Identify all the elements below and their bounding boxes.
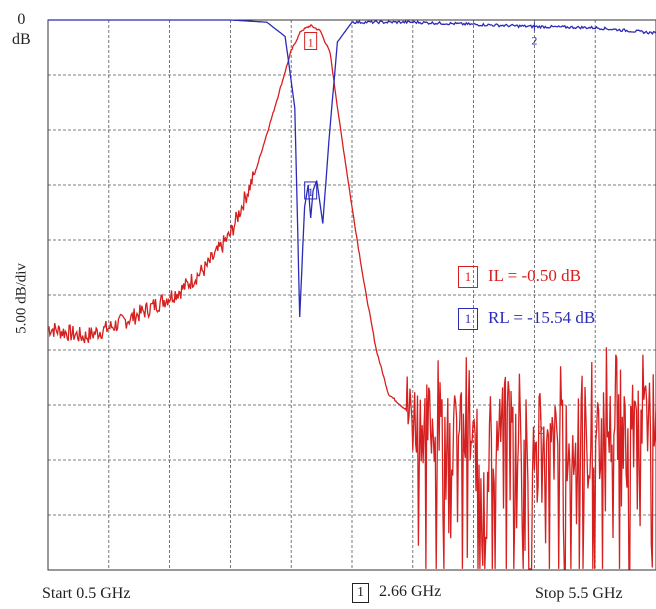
y-reference-unit: dB	[12, 31, 31, 48]
trace-marker-label-il: 2	[537, 423, 543, 437]
legend-il-marker: 1	[458, 266, 478, 289]
trace-marker-box-il	[304, 32, 318, 50]
trace-marker-label-rl: 1	[308, 185, 314, 199]
y-scale-label: 5.00 dB/div	[13, 263, 30, 334]
legend-il: 1 IL = -0.50 dB	[458, 266, 582, 289]
legend-rl-marker: 1	[458, 308, 478, 331]
plot-frame	[47, 19, 656, 571]
marker-readout-frequency: 2.66 GHz	[379, 583, 442, 600]
trace-marker-label-rl: 2	[531, 34, 537, 48]
trace-marker-label-il: 1	[308, 36, 314, 50]
legend-rl: 1 RL = -15.54 dB	[458, 308, 596, 331]
series-line-il	[47, 24, 656, 570]
legend-il-text: IL = -0.50 dB	[488, 266, 582, 285]
trace-marker-box-rl	[304, 181, 318, 200]
series-line-rl	[48, 19, 656, 318]
y-reference-value: 0	[17, 11, 26, 28]
start-frequency-label: Start 0.5 GHz	[42, 585, 131, 602]
y-reference-label: 0 dB	[12, 10, 31, 50]
marker-readout: 1 2.66 GHz	[352, 583, 441, 603]
legend-rl-text: RL = -15.54 dB	[488, 308, 596, 327]
marker-readout-box: 1	[352, 583, 369, 603]
grid	[47, 19, 656, 571]
stop-frequency-label: Stop 5.5 GHz	[535, 585, 623, 602]
